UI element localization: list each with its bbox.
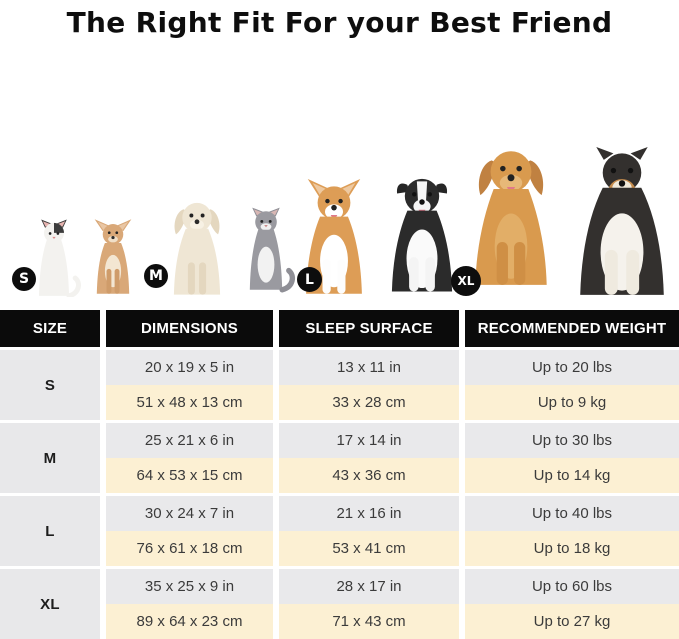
- size-badge-s: S: [12, 267, 36, 291]
- row-s-weight-kg: Up to 9 kg: [465, 385, 679, 420]
- row-xl-weight-lbs: Up to 60 lbs: [465, 569, 679, 604]
- row-s-sleep-surface-cm: 33 x 28 cm: [279, 385, 459, 420]
- row-l-dimensions-cm: 76 x 61 x 18 cm: [106, 531, 273, 566]
- border-collie-icon: [391, 178, 453, 292]
- gray-cat-icon: [249, 207, 296, 293]
- row-s-size-label: S: [0, 350, 100, 420]
- row-m-weight-lbs: Up to 30 lbs: [465, 423, 679, 458]
- row-l-sleep-surface-in: 21 x 16 in: [279, 496, 459, 531]
- row-s-sleep-surface-in: 13 x 11 in: [279, 350, 459, 385]
- table-row-m: M 25 x 21 x 6 in 17 x 14 in Up to 30 lbs…: [0, 423, 679, 493]
- row-xl-dimensions-cm: 89 x 64 x 23 cm: [106, 604, 273, 639]
- header-dimensions: DIMENSIONS: [106, 310, 273, 347]
- size-badge-xl: XL: [451, 266, 481, 296]
- size-chart-table: SIZE DIMENSIONS SLEEP SURFACE RECOMMENDE…: [0, 310, 679, 639]
- row-m-dimensions-in: 25 x 21 x 6 in: [106, 423, 273, 458]
- row-xl-weight-kg: Up to 27 kg: [465, 604, 679, 639]
- row-l-weight-lbs: Up to 40 lbs: [465, 496, 679, 531]
- pet-group-s: [26, 217, 140, 297]
- row-s-dimensions-in: 20 x 19 x 5 in: [106, 350, 273, 385]
- table-header-row: SIZE DIMENSIONS SLEEP SURFACE RECOMMENDE…: [0, 310, 679, 347]
- row-s-dimensions-cm: 51 x 48 x 13 cm: [106, 385, 273, 420]
- table-row-xl: XL 35 x 25 x 9 in 28 x 17 in Up to 60 lb…: [0, 569, 679, 639]
- row-l-dimensions-in: 30 x 24 x 7 in: [106, 496, 273, 531]
- size-badge-m: M: [144, 264, 168, 288]
- row-l-weight-kg: Up to 18 kg: [465, 531, 679, 566]
- maltese-dog-icon: [173, 202, 221, 295]
- pets-size-comparison: S M L XL: [0, 45, 679, 302]
- row-xl-sleep-surface-cm: 71 x 43 cm: [279, 604, 459, 639]
- row-m-dimensions-cm: 64 x 53 x 15 cm: [106, 458, 273, 493]
- size-badge-l: L: [297, 267, 322, 292]
- row-m-sleep-surface-cm: 43 x 36 cm: [279, 458, 459, 493]
- table-row-l: L 30 x 24 x 7 in 21 x 16 in Up to 40 lbs…: [0, 496, 679, 566]
- row-s-weight-lbs: Up to 20 lbs: [465, 350, 679, 385]
- golden-retriever-icon: [475, 151, 547, 285]
- table-row-s: S 20 x 19 x 5 in 13 x 11 in Up to 20 lbs…: [0, 350, 679, 420]
- row-m-sleep-surface-in: 17 x 14 in: [279, 423, 459, 458]
- row-l-size-label: L: [0, 496, 100, 566]
- header-sleep-surface: SLEEP SURFACE: [279, 310, 459, 347]
- rough-collie-icon: [580, 147, 664, 295]
- header-recommended-weight: RECOMMENDED WEIGHT: [465, 310, 679, 347]
- row-l-sleep-surface-cm: 53 x 41 cm: [279, 531, 459, 566]
- small-cat-icon: [38, 219, 81, 297]
- row-xl-dimensions-in: 35 x 25 x 9 in: [106, 569, 273, 604]
- pet-group-m: [162, 197, 296, 297]
- row-m-weight-kg: Up to 14 kg: [465, 458, 679, 493]
- row-m-size-label: M: [0, 423, 100, 493]
- pet-group-xl: [460, 134, 678, 297]
- row-xl-size-label: XL: [0, 569, 100, 639]
- chihuahua-icon: [94, 219, 132, 294]
- page-title: The Right Fit For your Best Friend: [66, 6, 613, 39]
- row-xl-sleep-surface-in: 28 x 17 in: [279, 569, 459, 604]
- header-size: SIZE: [0, 310, 100, 347]
